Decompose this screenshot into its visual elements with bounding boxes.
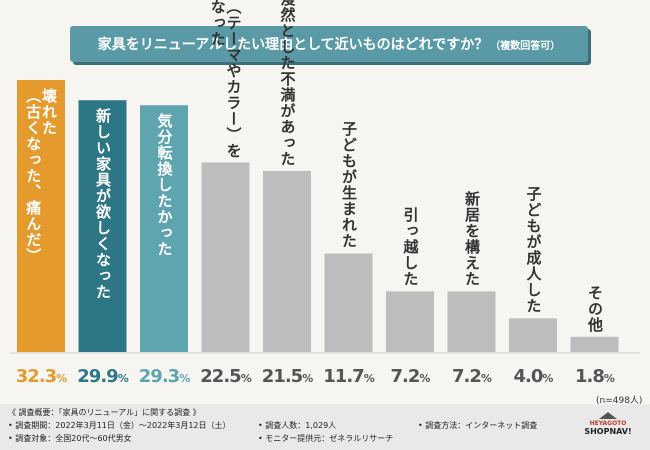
bar-value-number: 32.3 [15,366,57,387]
survey-footer: 《 調査概要：「家具のリニューアル」に関する調査 》 • 調査期間：2022年3… [0,404,650,450]
bar-6 [324,253,373,352]
bar-value-2: 29.9% [75,366,131,387]
bar-label-4: デザイン（テーマやカラー）を変えたくなった [209,0,243,159]
bar-value-number: 4.0 [513,366,544,387]
bar-label-line: デザイン（テーマやカラー）を [224,0,243,159]
survey-provider: • モニター提供元：ゼネラルリサーチ [258,434,394,443]
bar-5 [263,170,311,352]
bar-4 [201,162,250,352]
bar-value-unit: % [240,372,252,385]
bar-value-number: 11.7 [323,366,364,387]
bar-value-number: 29.3 [138,366,180,387]
survey-count: • 調査人数：1,029人 [258,421,337,430]
bar-value-9: 4.0% [505,366,561,387]
bar-10 [570,336,619,352]
sample-size: (n=498人) [596,396,643,406]
bar-label-line: 壊れた [40,88,58,136]
survey-target: • 調査対象：全国20代～60代男女 [8,434,132,443]
bar-label-6: 子どもが生まれた [340,121,358,250]
bar-label-8: 新居を構えた [463,191,481,288]
bar-label-9: 子どもが成人した [524,186,543,315]
bar-value-8: 7.2% [444,366,500,387]
bar-label-line: 新しい家具が欲しくなった [94,108,112,301]
bar-label-10: その他 [586,284,604,333]
bar-label-line: 気分転換したかった [155,113,174,258]
bar-value-unit: % [363,372,375,385]
bar-2 [78,100,127,352]
bar-value-6: 11.7% [321,366,377,387]
bar-value-1: 32.3% [13,366,69,387]
bar-value-unit: % [117,372,129,385]
survey-overview: 《 調査概要：「家具のリニューアル」に関する調査 》 [8,408,201,417]
logo-line1: HEYAGOTO [589,420,627,427]
bar-value-3: 29.3% [136,366,192,387]
bar-value-number: 1.8 [575,366,605,387]
bar-value-unit: % [56,372,67,385]
chart-title-main: 家具をリニューアルしたい理由として近いものはどれですか？ [97,37,489,53]
bar-7 [386,291,434,352]
bar-label-5: 漫然とした不満があった [278,0,297,167]
logo-line2: SHOPNAV! [584,427,632,436]
bar-label-7: 引っ越した [401,207,420,288]
chart-title: 家具をリニューアルしたい理由として近いものはどれですか？ （複数回答可） [70,26,588,62]
bar-label-line: 引っ越した [401,207,420,288]
bar-label-line: その他 [586,284,604,333]
bar-label-2: 新しい家具が欲しくなった [94,108,112,301]
bar-value-unit: % [419,372,430,385]
bar-1 [17,80,65,352]
bar-value-unit: % [542,372,553,385]
bar-label-3: 気分転換したかった [155,113,174,258]
bar-value-unit: % [302,372,313,385]
survey-period: • 調査期間：2022年3月11日（金）～2022年3月12日（土） [8,421,231,430]
survey-method: • 調査方法：インターネット調査 [418,421,538,430]
bar-value-5: 21.5% [259,366,315,387]
bar-value-unit: % [603,372,615,385]
bar-value-number: 21.5 [261,366,303,387]
bar-value-7: 7.2% [382,366,438,387]
house-icon [599,412,617,419]
bar-value-number: 7.2 [452,366,482,387]
bar-label-line: 子どもが成人した [524,186,543,315]
bar-value-number: 7.2 [390,366,421,387]
bar-3 [140,105,188,353]
bar-label-line: 変えたくなった [209,0,227,47]
bar-8 [447,291,496,352]
bar-label-line: （古くなった、痛んだ） [24,88,43,264]
chart-title-sub: （複数回答可） [490,40,561,52]
bar-9 [509,318,557,352]
bar-value-number: 29.9 [77,366,118,387]
bar-label-line: 新居を構えた [463,191,481,288]
bar-value-number: 22.5 [200,366,241,387]
bar-chart [10,80,640,354]
bar-value-unit: % [179,372,190,385]
bar-value-unit: % [480,372,492,385]
bar-label-line: 漫然とした不満があった [278,0,297,167]
bar-label-1: 壊れた （古くなった、痛んだ） [24,88,58,264]
brand-logo: HEYAGOTO SHOPNAV! [572,412,644,446]
bar-value-10: 1.8% [567,366,623,387]
bar-value-4: 22.5% [198,366,254,387]
bar-label-line: 子どもが生まれた [340,121,358,250]
